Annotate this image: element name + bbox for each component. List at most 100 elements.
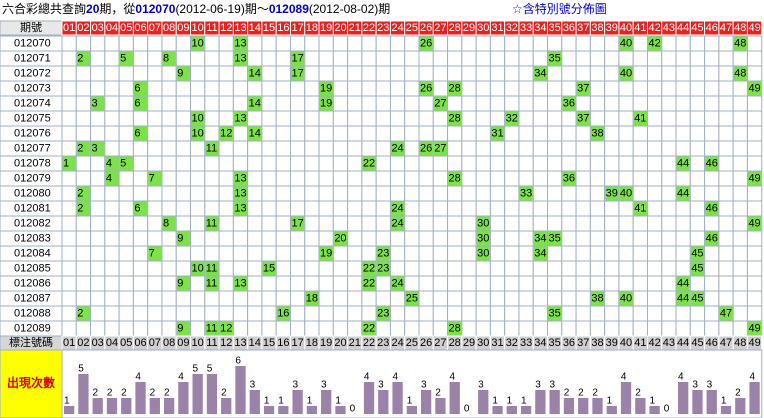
cell [218,245,234,262]
column-head: 14 [249,22,261,34]
cell [204,80,220,97]
hit-cell [676,291,690,306]
cell [447,125,463,142]
cell [461,140,477,157]
cell [418,155,434,172]
cell [646,320,663,337]
cell [718,35,734,52]
cell [661,140,677,157]
cell [347,95,363,112]
cell [589,95,606,112]
hit-number: 10 [192,127,204,139]
column-head: 44 [677,22,689,34]
hit-cell [419,36,433,51]
hit-cell [191,111,205,126]
hit-cell [719,306,733,321]
hit-cell [476,231,490,246]
cell [61,80,77,97]
column-head: 23 [377,22,389,34]
frequency-value: 4 [364,372,370,383]
cell [190,140,206,157]
cell [104,290,120,307]
hit-number: 2 [77,187,83,199]
frequency-value: 5 [207,364,213,375]
cell [61,275,77,292]
hit-number: 11 [206,262,217,274]
cell [275,170,291,187]
hit-number: 40 [620,187,632,199]
hit-cell [548,306,562,321]
cell [261,290,277,307]
cell [632,50,648,67]
frequency-value: 5 [193,364,199,375]
hit-cell [548,51,562,66]
cell [361,245,377,262]
cell [190,50,206,67]
distribution-link[interactable]: ☆含特別號分佈圖 [512,1,607,16]
cell [547,125,563,142]
cell [204,185,220,202]
cell [61,170,77,187]
cell [604,290,620,307]
cell [746,110,763,127]
column-head: 04 [106,22,118,34]
hit-number: 14 [249,97,261,109]
column-head: 15 [263,22,275,34]
cell [504,50,520,67]
footer-number: 22 [363,337,375,349]
cell [247,185,263,202]
cell [347,245,363,262]
cell [61,35,77,52]
hit-number: 19 [320,97,332,109]
frequency-value: 1 [264,396,270,407]
hit-cell [76,186,91,201]
cell [532,320,549,337]
cell [75,245,92,262]
cell [275,155,291,172]
cell [104,320,120,337]
hit-number: 46 [706,202,718,214]
cell [732,260,748,277]
cell [304,215,320,232]
cell [689,230,706,247]
cell [604,305,620,322]
cell [432,260,449,277]
hit-cell [576,111,590,126]
cell [347,170,363,187]
cell [218,230,234,247]
hit-number: 40 [620,37,632,49]
cell [646,260,663,277]
cell [732,185,748,202]
cell [575,260,591,277]
cell [232,260,249,277]
cell [232,245,249,262]
cell [161,230,177,247]
cell [447,185,463,202]
footer-number: 09 [177,337,189,349]
cell [118,185,134,202]
frequency-bar [720,406,732,414]
cell [404,260,420,277]
column-head: 34 [534,22,546,34]
cell [561,80,577,97]
column-head: 41 [634,22,646,34]
cell [447,35,463,52]
hit-number: 26 [420,142,432,154]
cell [175,290,192,307]
hit-number: 12 [220,322,232,334]
cell [561,185,577,202]
cell [304,125,320,142]
cell [504,245,520,262]
frequency-bar [321,390,332,414]
cell [575,65,591,82]
cell [489,65,506,82]
cell [632,275,648,292]
title-part: 20 [86,2,100,16]
cell [618,215,634,232]
frequency-bar [578,398,589,414]
column-head: 16 [277,22,289,34]
cell [661,260,677,277]
cell [632,305,648,322]
footer-number: 44 [677,337,689,349]
cell [461,80,477,97]
